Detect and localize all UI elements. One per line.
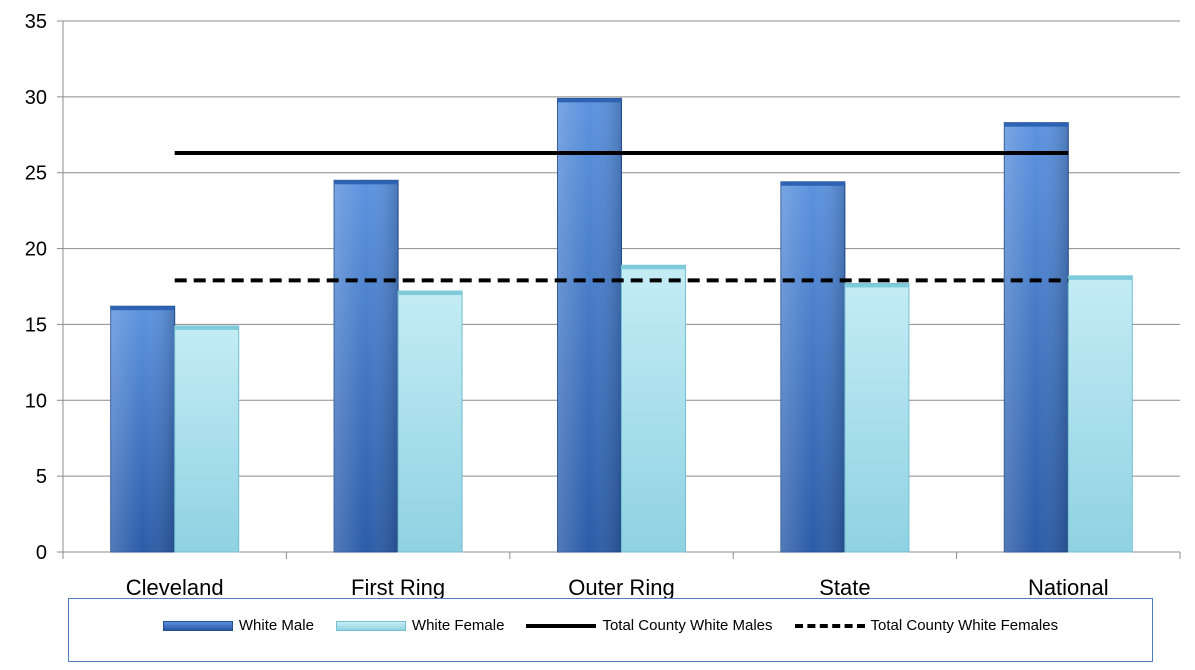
bar-top: [1068, 275, 1133, 280]
bar-white-female: [844, 282, 910, 553]
bar-chart: 0 5 10 15 20 25 30 35 Cleveland First Ring Outer R…: [25, 11, 1181, 600]
y-tick-label: 0: [36, 542, 47, 564]
legend-swatch-dashed-line: [794, 623, 865, 628]
bar-white-female: [1067, 275, 1133, 553]
y-tick-label: 30: [25, 87, 47, 109]
y-tick-label: 20: [25, 239, 47, 261]
bar-top: [844, 283, 909, 288]
legend-item-total-county-white-females: Total County White Females: [794, 617, 1059, 634]
x-tick-label: First Ring: [351, 575, 445, 600]
bar-shading: [1004, 122, 1069, 553]
x-tick-label: Outer Ring: [568, 575, 674, 600]
legend-item-total-county-white-males: Total County White Males: [526, 617, 773, 634]
bar-top: [621, 265, 686, 270]
bar-top: [780, 181, 845, 186]
bar-top: [334, 180, 399, 185]
y-tick-label: 35: [25, 11, 47, 33]
y-tick-label: 25: [25, 163, 47, 185]
bar-shading: [557, 98, 622, 553]
bar-shading: [780, 181, 845, 552]
legend-label: Total County White Females: [870, 617, 1059, 634]
legend: White Male White Female Total County Whi…: [68, 598, 1153, 662]
bar-top: [110, 306, 175, 311]
x-tick-label: National: [1028, 575, 1109, 600]
bar-top: [1004, 122, 1069, 127]
bar-shading: [110, 306, 175, 552]
bar-top: [398, 291, 463, 296]
bars: [110, 97, 1133, 553]
y-tick-label: 15: [25, 314, 47, 336]
legend-label: White Male: [238, 617, 314, 634]
bar-top: [557, 98, 622, 103]
legend-item-white-female: White Female: [335, 617, 505, 634]
x-tick-label: Cleveland: [126, 575, 224, 600]
y-tick-label: 10: [25, 390, 47, 412]
reference-lines: [174, 150, 1069, 283]
bar-white-female: [397, 290, 463, 553]
legend-swatch-white-female: [335, 620, 406, 631]
tick-labels: 0 5 10 15 20 25 30 35 Cleveland First Ring Outer R…: [25, 11, 1109, 600]
legend-swatch-white-male: [162, 620, 233, 631]
bar-white-female: [621, 264, 686, 553]
bar-shading: [334, 180, 399, 553]
legend-swatch-solid-line: [526, 623, 597, 628]
y-tick-label: 5: [36, 466, 47, 488]
legend-label: White Female: [411, 617, 505, 634]
bar-white-female: [174, 325, 240, 553]
x-tick-label: State: [819, 575, 870, 600]
bar-top: [174, 325, 239, 330]
legend-item-white-male: White Male: [162, 617, 314, 634]
legend-label: Total County White Males: [602, 617, 773, 634]
